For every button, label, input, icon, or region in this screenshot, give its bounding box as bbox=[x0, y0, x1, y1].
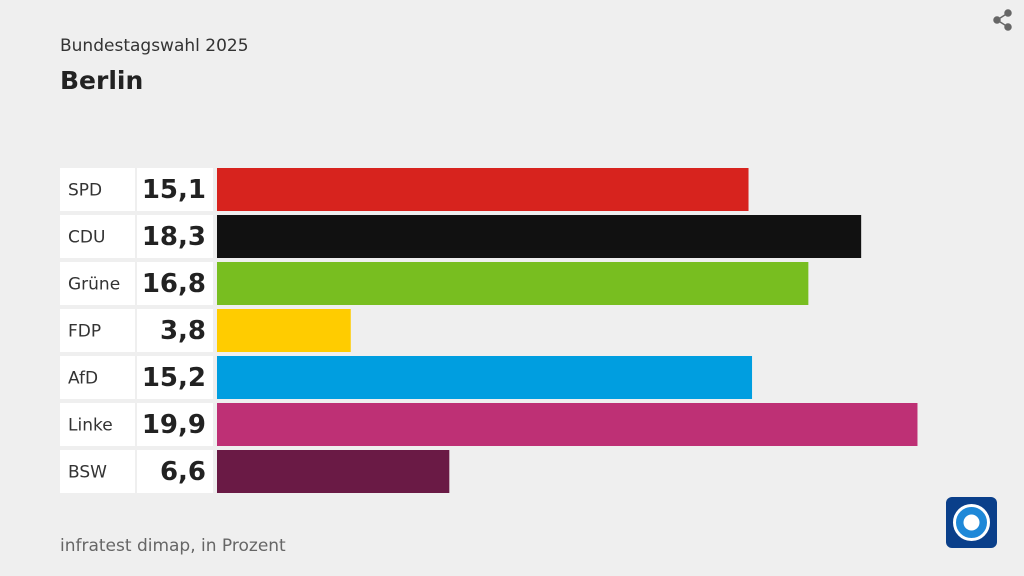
bar bbox=[217, 450, 450, 493]
chart-title: Berlin bbox=[60, 66, 143, 95]
label-box bbox=[60, 262, 135, 305]
category-label: SPD bbox=[68, 181, 102, 201]
label-box bbox=[60, 356, 135, 399]
label-box bbox=[60, 450, 135, 493]
label-box bbox=[60, 168, 135, 211]
category-label: AfD bbox=[68, 369, 98, 389]
value-label: 15,1 bbox=[142, 175, 206, 205]
bar bbox=[217, 262, 809, 305]
value-box bbox=[137, 168, 213, 211]
category-label: CDU bbox=[68, 228, 105, 248]
value-label: 19,9 bbox=[142, 410, 206, 440]
source-note: infratest dimap, in Prozent bbox=[60, 536, 286, 556]
value-box bbox=[137, 450, 213, 493]
value-label: 18,3 bbox=[142, 222, 206, 252]
chart-subtitle: Bundestagswahl 2025 bbox=[60, 36, 249, 56]
logo bbox=[946, 497, 997, 548]
label-box bbox=[60, 403, 135, 446]
bar bbox=[217, 403, 918, 446]
value-box bbox=[137, 309, 213, 352]
value-box bbox=[137, 356, 213, 399]
bar bbox=[217, 215, 862, 258]
category-label: BSW bbox=[68, 463, 107, 483]
bar bbox=[217, 309, 351, 352]
label-box bbox=[60, 309, 135, 352]
value-label: 16,8 bbox=[142, 269, 206, 299]
bar bbox=[217, 356, 753, 399]
value-box bbox=[137, 215, 213, 258]
value-label: 15,2 bbox=[142, 363, 206, 393]
value-label: 6,6 bbox=[160, 457, 206, 487]
value-label: 3,8 bbox=[160, 316, 206, 346]
category-label: FDP bbox=[68, 322, 101, 342]
share-icon[interactable] bbox=[993, 9, 1012, 31]
category-label: Linke bbox=[68, 416, 113, 436]
value-box bbox=[137, 262, 213, 305]
label-box bbox=[60, 215, 135, 258]
category-label: Grüne bbox=[68, 275, 120, 295]
value-box bbox=[137, 403, 213, 446]
bar bbox=[217, 168, 749, 211]
